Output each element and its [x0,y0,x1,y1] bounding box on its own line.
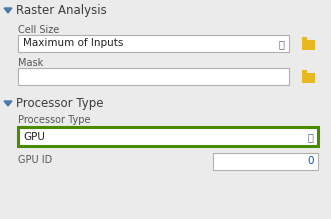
Text: GPU: GPU [23,131,45,141]
Text: Raster Analysis: Raster Analysis [16,4,107,17]
FancyBboxPatch shape [18,35,289,52]
Text: 0: 0 [307,157,314,166]
Text: Processor Type: Processor Type [18,115,90,125]
Text: Cell Size: Cell Size [18,25,59,35]
Polygon shape [4,8,12,13]
Text: Maximum of Inputs: Maximum of Inputs [23,39,123,48]
Text: GPU ID: GPU ID [18,155,52,165]
Text: ⌵: ⌵ [278,39,284,49]
FancyBboxPatch shape [302,37,307,41]
FancyBboxPatch shape [302,73,314,83]
FancyBboxPatch shape [18,68,289,85]
Text: ⌵: ⌵ [307,132,313,142]
Polygon shape [4,101,12,106]
Text: Mask: Mask [18,58,43,68]
Text: Processor Type: Processor Type [16,97,104,110]
FancyBboxPatch shape [213,153,318,170]
FancyBboxPatch shape [302,40,314,50]
FancyBboxPatch shape [302,70,307,74]
FancyBboxPatch shape [18,127,318,146]
